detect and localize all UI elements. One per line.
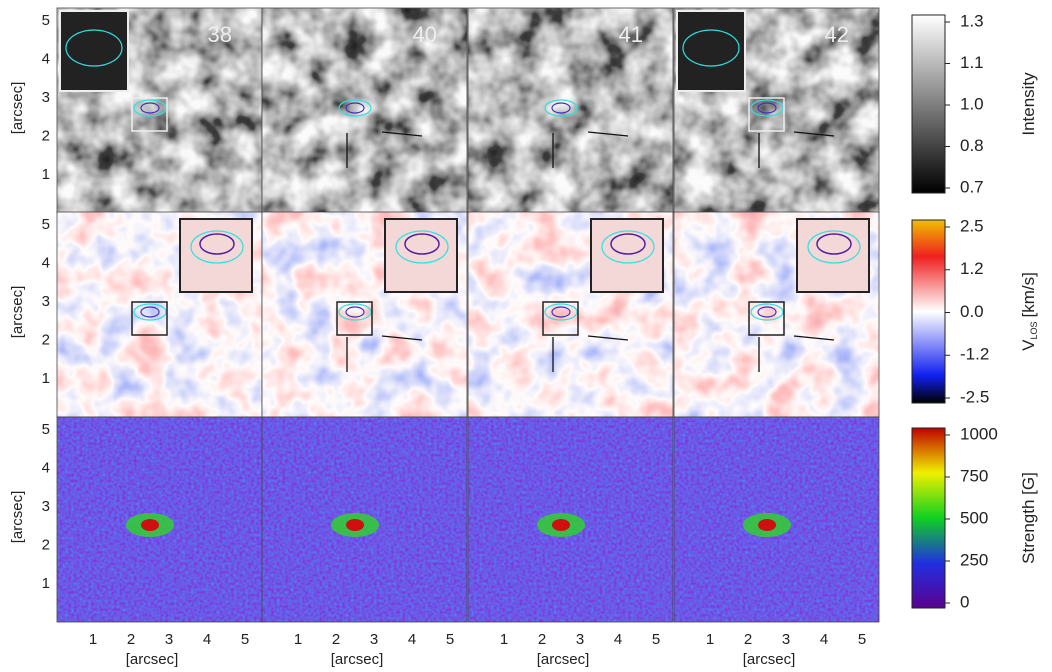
x-axis-label: [arcsec]	[331, 651, 384, 668]
image-panels	[57, 8, 879, 622]
x-tick-label: 4	[614, 631, 622, 648]
x-tick-label: 5	[858, 631, 866, 648]
x-tick-label: 2	[332, 631, 340, 648]
inset	[591, 219, 663, 292]
colorbar-title: VLOS [km/s]	[1019, 272, 1039, 351]
inset	[385, 219, 457, 292]
y-tick-label: 5	[42, 12, 50, 29]
y-tick-label: 1	[42, 370, 50, 387]
colorbar-tick-label: 0.7	[960, 177, 984, 196]
x-axis-label: [arcsec]	[126, 651, 179, 668]
y-tick-label: 3	[42, 498, 50, 515]
x-tick-label: 5	[241, 631, 249, 648]
x-tick-label: 3	[576, 631, 584, 648]
frame-number: 42	[825, 22, 849, 47]
y-tick-label: 4	[42, 254, 50, 271]
y-tick-label: 2	[42, 127, 50, 144]
frame-number: 40	[413, 22, 437, 47]
y-tick-label: 2	[42, 536, 50, 553]
colorbar-title: Strength [G]	[1019, 472, 1038, 564]
colorbar-tick-label: 1.0	[960, 94, 984, 113]
field-core	[141, 519, 159, 531]
inset	[797, 219, 869, 292]
inset	[180, 219, 252, 292]
colorbar	[912, 428, 945, 608]
x-tick-label: 1	[500, 631, 508, 648]
y-tick-label: 4	[42, 459, 50, 476]
x-axis-label: [arcsec]	[743, 651, 796, 668]
colorbar-title: Intensity	[1019, 72, 1038, 136]
y-tick-label: 1	[42, 575, 50, 592]
field-core	[758, 519, 776, 531]
x-axis-label: [arcsec]	[537, 651, 590, 668]
colorbar-tick-label: 750	[960, 466, 988, 485]
colorbar-tick-label: -2.5	[960, 387, 989, 406]
x-tick-label: 1	[706, 631, 714, 648]
x-tick-label: 3	[370, 631, 378, 648]
x-tick-label: 2	[127, 631, 135, 648]
x-tick-label: 3	[782, 631, 790, 648]
inset	[677, 11, 745, 91]
colorbar-tick-label: 2.5	[960, 216, 984, 235]
colorbar	[912, 220, 945, 403]
y-tick-label: 1	[42, 166, 50, 183]
x-tick-label: 1	[294, 631, 302, 648]
colorbar-tick-label: 1.3	[960, 11, 984, 30]
y-axis-label: [arcsec]	[9, 491, 26, 544]
colorbar-tick-label: 500	[960, 508, 988, 527]
colorbar-tick-label: 0.8	[960, 136, 984, 155]
colorbar-tick-label: 1.1	[960, 53, 984, 72]
frame-number: 38	[208, 22, 232, 47]
colorbar-tick-label: 250	[960, 550, 988, 569]
y-tick-label: 3	[42, 293, 50, 310]
x-tick-label: 1	[89, 631, 97, 648]
x-tick-label: 4	[820, 631, 828, 648]
colorbar-tick-label: 0	[960, 592, 969, 611]
inset	[60, 11, 128, 91]
x-tick-label: 3	[165, 631, 173, 648]
title-part: LOS	[1029, 321, 1039, 339]
colorbar-tick-label: 1000	[960, 424, 998, 443]
field-core	[552, 519, 570, 531]
figure: 1 2 3 4 5 [arcsec] 1 2 3 4 5 [arcsec] 1 2 3 4 5 [arcsec] 1…	[0, 0, 1052, 672]
y-tick-label: 5	[42, 216, 50, 233]
title-part: [km/s]	[1019, 272, 1038, 317]
x-tick-label: 4	[408, 631, 416, 648]
colorbar-tick-label: 0.0	[960, 302, 984, 321]
colorbar-tick-label: 1.2	[960, 259, 984, 278]
y-tick-label: 2	[42, 331, 50, 348]
title-part: Intensity	[1019, 72, 1038, 136]
x-tick-label: 4	[203, 631, 211, 648]
colorbar	[912, 15, 945, 193]
title-part: Strength [G]	[1019, 472, 1038, 564]
title-part: V	[1019, 339, 1038, 351]
y-tick-label: 4	[42, 50, 50, 67]
x-tick-label: 2	[744, 631, 752, 648]
y-tick-label: 3	[42, 89, 50, 106]
frame-number: 41	[619, 22, 643, 47]
y-axis-label: [arcsec]	[9, 82, 26, 135]
x-tick-label: 5	[446, 631, 454, 648]
field-core	[346, 519, 364, 531]
y-tick-label: 5	[42, 421, 50, 438]
colorbar-tick-label: -1.2	[960, 345, 989, 364]
y-axis-label: [arcsec]	[9, 286, 26, 339]
x-tick-label: 5	[652, 631, 660, 648]
x-tick-label: 2	[538, 631, 546, 648]
